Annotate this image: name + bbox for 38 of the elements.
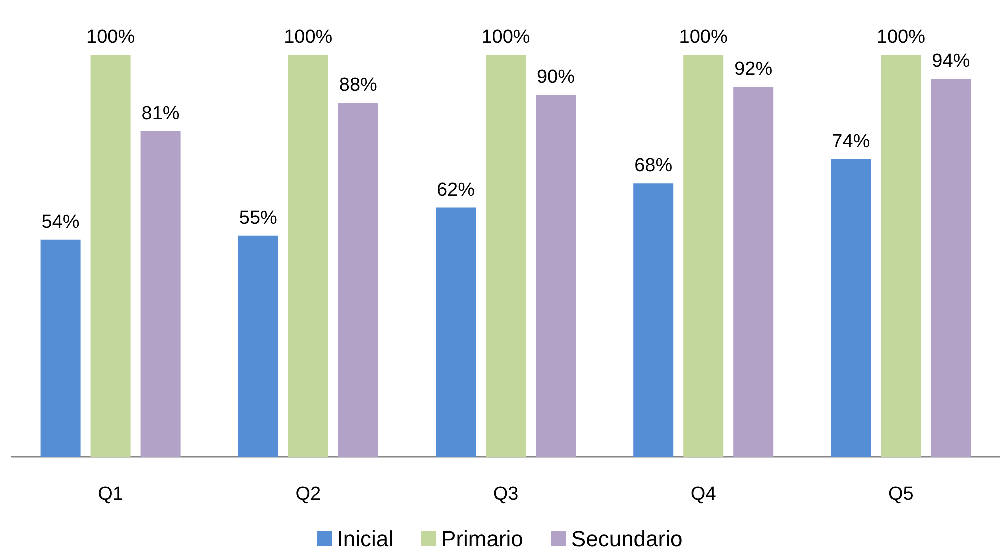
data-label: 88% [339, 75, 378, 96]
data-label: 100% [679, 27, 728, 48]
bar [831, 160, 872, 457]
data-label: 100% [284, 27, 333, 48]
data-label: 54% [42, 212, 80, 233]
legend-label: Secundario [571, 526, 683, 552]
legend-label: Inicial [337, 526, 394, 552]
x-tick-label: Q1 [98, 484, 124, 505]
x-tick-label: Q4 [690, 484, 717, 505]
data-label: 90% [536, 67, 576, 88]
data-label: 100% [86, 27, 136, 48]
data-label: 100% [482, 27, 530, 48]
x-tick-label: Q3 [493, 484, 519, 505]
bar [338, 103, 378, 457]
data-label: 55% [239, 208, 278, 229]
bar [90, 55, 131, 457]
data-label: 100% [876, 27, 926, 48]
legend-label: Primario [442, 526, 524, 552]
data-label: 92% [734, 59, 773, 80]
bar [536, 95, 576, 457]
bar [881, 55, 922, 457]
data-label: 68% [634, 156, 673, 177]
bar [288, 55, 328, 457]
bar [931, 79, 972, 457]
bar [238, 236, 278, 457]
bar [634, 184, 674, 457]
data-label: 94% [932, 51, 970, 72]
bar [436, 208, 476, 457]
bar [40, 240, 81, 457]
bar [684, 55, 724, 457]
x-tick-label: Q5 [888, 484, 914, 505]
bar [140, 131, 181, 457]
x-tick-label: Q2 [296, 484, 322, 505]
bar [486, 55, 526, 457]
bar [734, 87, 774, 457]
data-label: 62% [436, 180, 476, 201]
data-label: 74% [832, 132, 870, 153]
data-label: 81% [142, 103, 180, 124]
